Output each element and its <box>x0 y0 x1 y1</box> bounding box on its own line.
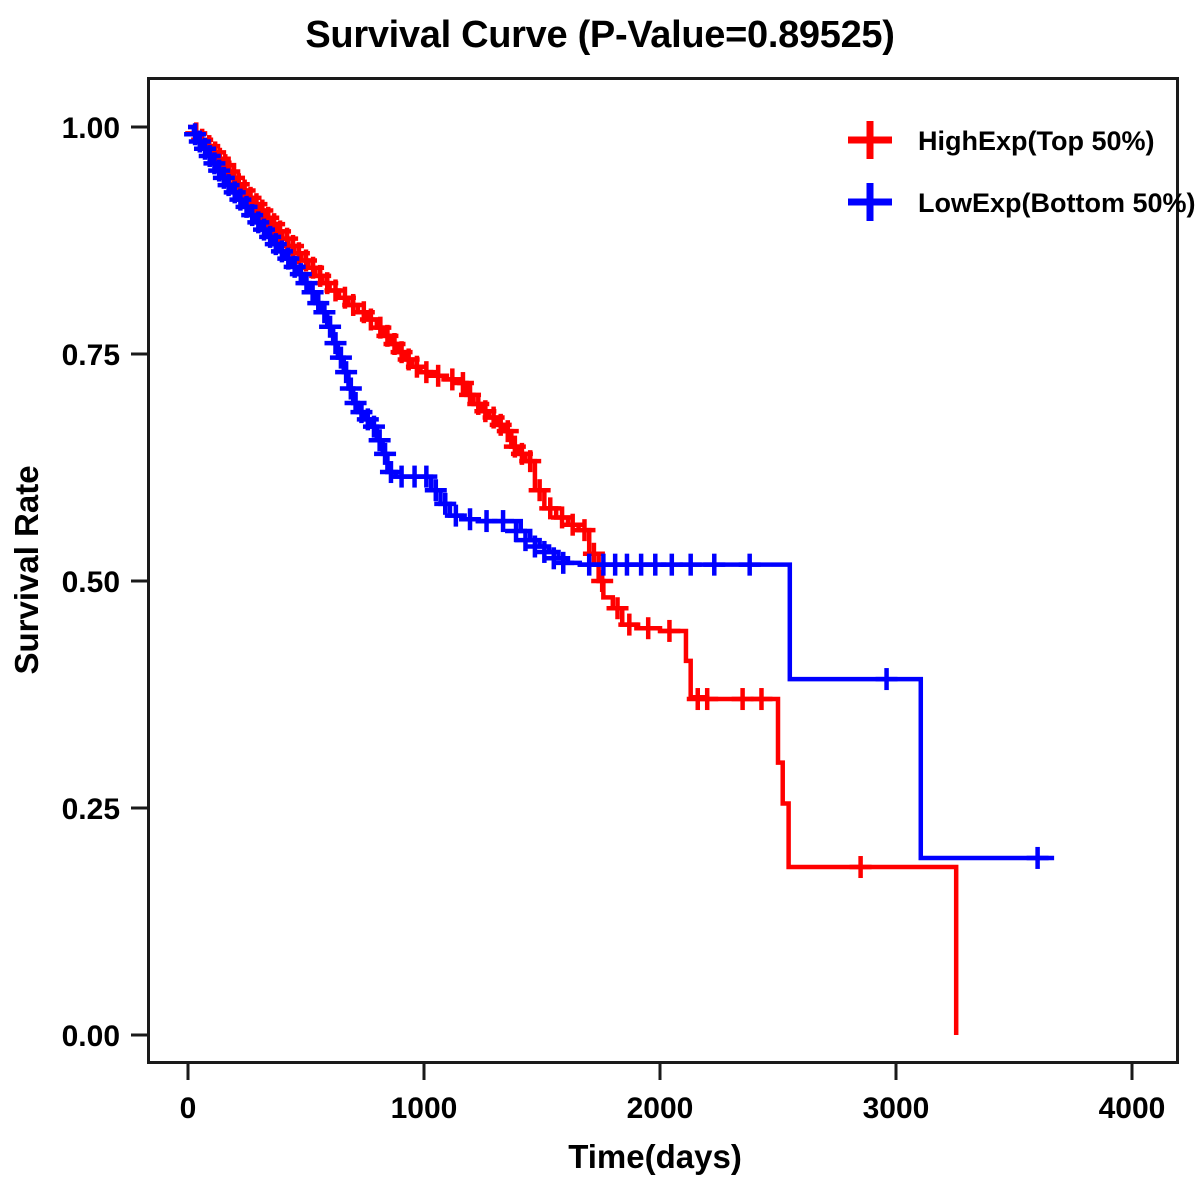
censor-tick <box>1026 846 1049 869</box>
censor-tick <box>368 429 391 452</box>
censor-tick <box>415 465 438 488</box>
censor-tick <box>539 497 562 520</box>
x-tick-label: 3000 <box>863 1092 930 1125</box>
censor-tick <box>329 346 352 369</box>
y-tick-label: 0.00 <box>62 1020 120 1053</box>
censor-tick <box>528 479 551 502</box>
y-axis-ticks: 0.00 0.25 0.50 0.75 1.00 <box>62 112 148 1053</box>
km-step-line <box>188 124 1055 861</box>
x-tick-label: 4000 <box>1099 1092 1166 1125</box>
series-layer <box>184 122 1055 1035</box>
legend-label: HighExp(Top 50%) <box>918 126 1155 156</box>
censor-tick <box>606 597 629 620</box>
censor-tick <box>738 553 761 576</box>
censor-tick <box>324 332 347 355</box>
censor-tick <box>339 377 362 400</box>
y-tick-label: 0.50 <box>62 566 120 599</box>
censor-tick <box>313 301 336 324</box>
x-axis-title: Time(days) <box>568 1138 742 1175</box>
censor-tick <box>750 688 773 711</box>
censor-tick <box>444 504 467 527</box>
legend-label: LowExp(Bottom 50%) <box>918 188 1196 218</box>
censor-tick <box>492 510 515 533</box>
y-tick-label: 1.00 <box>62 112 120 145</box>
censor-tick <box>618 613 641 636</box>
x-tick-label: 0 <box>180 1092 197 1125</box>
legend-item-high-exp[interactable]: HighExp(Top 50%) <box>848 121 1155 159</box>
y-tick-label: 0.75 <box>62 339 120 372</box>
censor-tick <box>637 617 660 640</box>
legend-item-low-exp[interactable]: LowExp(Bottom 50%) <box>848 183 1196 221</box>
censor-tick <box>374 442 397 465</box>
series-low-exp <box>184 123 1055 869</box>
x-tick-label: 2000 <box>627 1092 694 1125</box>
y-tick-label: 0.25 <box>62 793 120 826</box>
page-title: Survival Curve (P-Value=0.89525) <box>305 14 895 56</box>
censor-tick <box>731 688 754 711</box>
x-axis-ticks: 0 1000 2000 3000 4000 <box>180 1063 1166 1125</box>
series-high-exp <box>185 122 959 1035</box>
plot-frame <box>147 77 1179 1064</box>
censor-tick <box>703 553 726 576</box>
censor-tick <box>451 372 474 395</box>
censor-tick <box>573 519 596 542</box>
km-step-line <box>188 124 959 1035</box>
censor-tick <box>434 492 457 515</box>
censor-tick <box>519 450 542 473</box>
censor-tick <box>552 551 575 574</box>
censor-tick <box>319 315 342 338</box>
censor-tick <box>496 420 519 443</box>
censor-tick <box>660 553 683 576</box>
y-axis-title: Survival Rate <box>8 465 45 674</box>
censor-tick <box>427 364 450 387</box>
censor-tick <box>335 361 358 384</box>
censor-tick <box>696 688 719 711</box>
chart-legend[interactable]: HighExp(Top 50%) LowExp(Bottom 50%) <box>848 121 1196 221</box>
censor-tick <box>658 619 681 642</box>
censor-tick <box>424 479 447 502</box>
x-tick-label: 1000 <box>391 1092 458 1125</box>
censor-tick <box>362 415 385 438</box>
censor-tick <box>849 856 872 879</box>
censor-tick <box>441 368 464 391</box>
censor-tick <box>379 461 402 484</box>
censor-tick <box>415 361 438 384</box>
censor-tick <box>561 513 584 536</box>
censor-tick <box>679 553 702 576</box>
censor-tick <box>875 668 898 691</box>
